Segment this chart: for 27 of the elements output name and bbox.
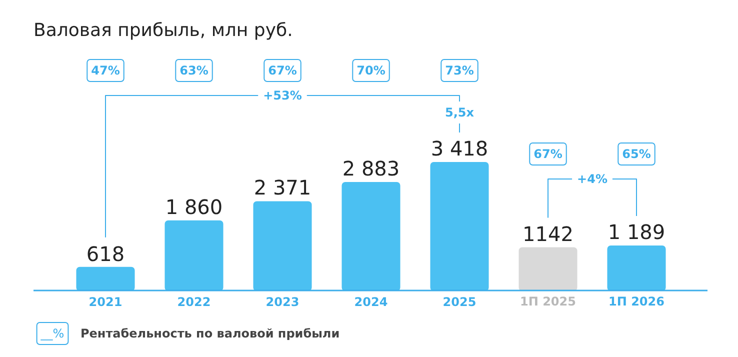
data-label: 3 418 [430,136,488,160]
data-label: 1 189 [608,220,666,244]
text: __% [40,326,64,340]
x-tick-label: 2022 [177,295,211,309]
text: 70% [356,64,386,78]
data-label: 2 883 [342,156,400,181]
x-tick-label: 2021 [88,295,122,309]
x-tick-label: 1П 2025 [520,294,576,308]
data-label: 618 [86,242,125,266]
text: +53% [263,88,302,102]
text: 65% [622,146,651,161]
annotation: +4% [577,172,608,186]
x-tick-label: 2023 [266,295,300,309]
x-tick-label: 1П 2026 [608,294,664,308]
text: 5,5x [445,106,474,120]
data-label: 1142 [522,222,574,246]
data-label: 1 860 [165,194,223,219]
x-tick-label: 2025 [442,295,476,309]
x-tick-label: 2024 [354,295,388,309]
text: Рентабельность по валовой прибыли [80,326,340,340]
text: 47% [91,64,120,78]
text: 63% [180,64,208,78]
data-label: 2 371 [254,176,312,200]
chart-title: Валовая прибыль, млн руб. [34,20,293,41]
text: 67% [534,146,562,161]
text: 67% [268,64,297,78]
text: 73% [445,64,474,78]
